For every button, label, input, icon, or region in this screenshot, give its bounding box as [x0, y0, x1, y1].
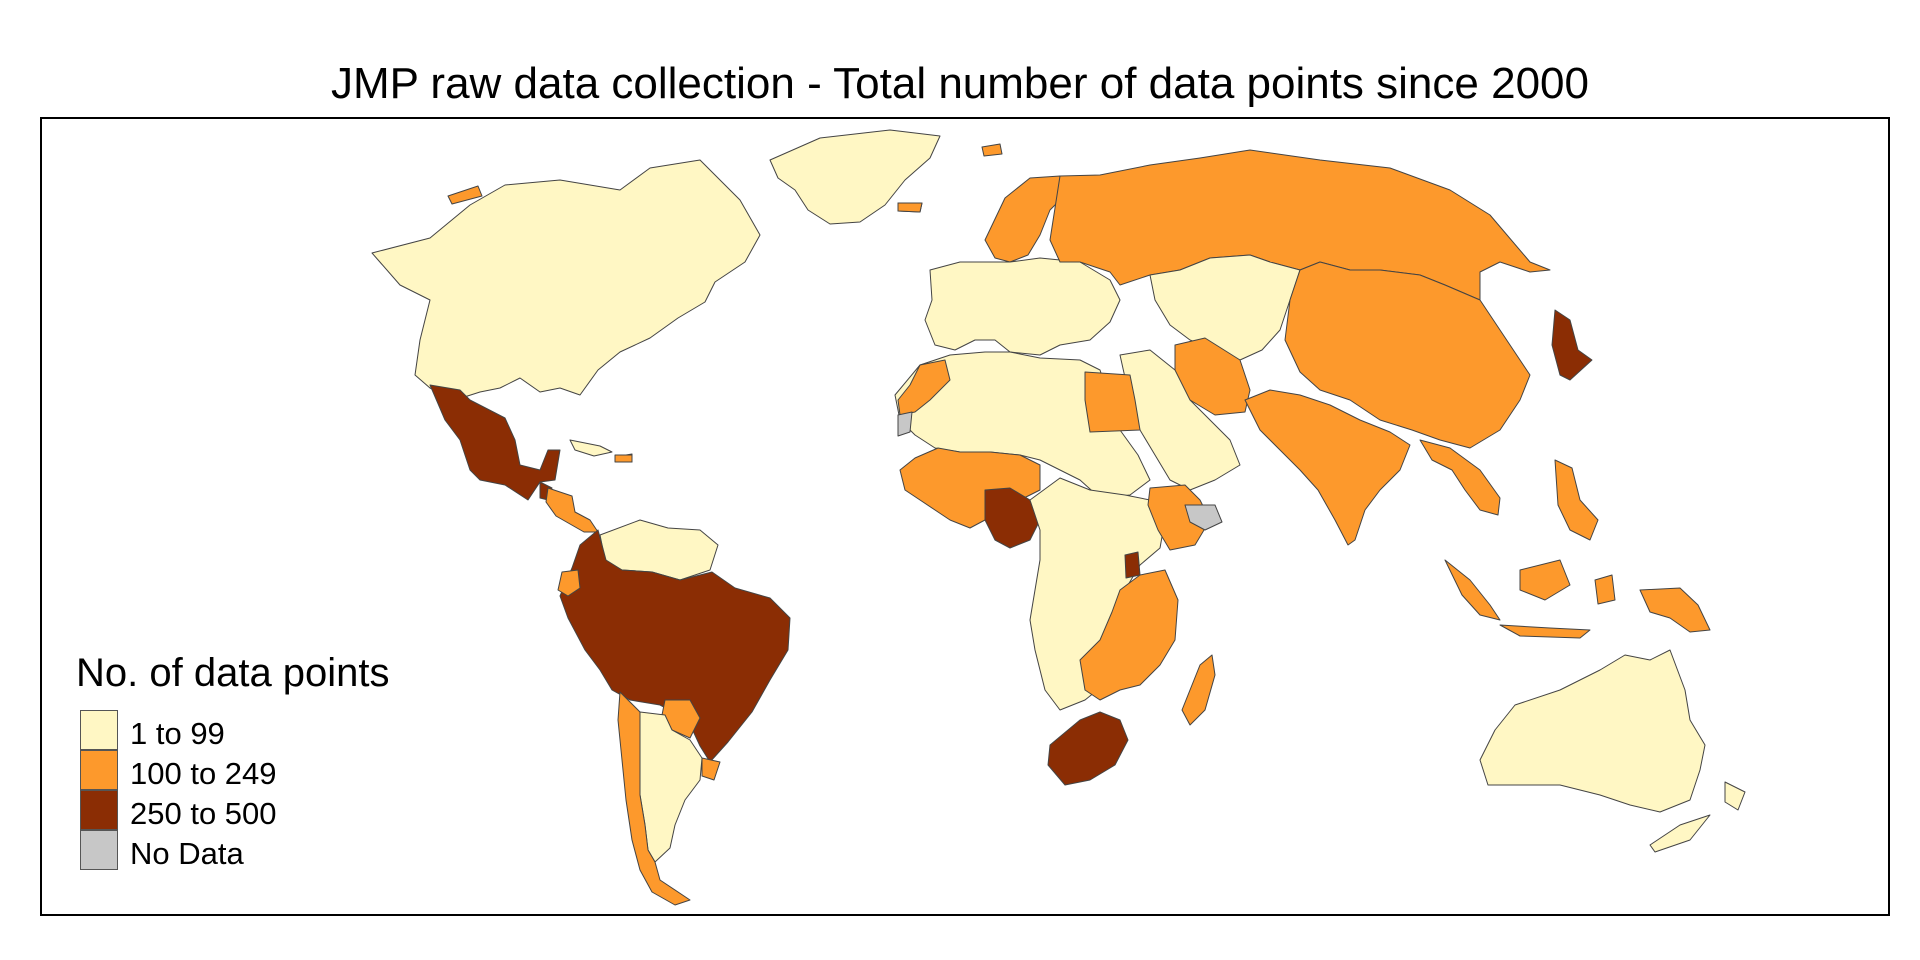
legend-label: 1 to 99 [130, 716, 225, 751]
region-indonesia [1444, 559, 1616, 639]
legend-label: 100 to 249 [130, 756, 277, 791]
region-south-africa [1047, 711, 1129, 786]
legend-label: No Data [130, 836, 244, 871]
region-new-zealand [1649, 781, 1746, 853]
region-nigeria [984, 487, 1041, 549]
region-chile [617, 691, 691, 906]
legend-title: No. of data points [76, 651, 390, 695]
region-middle-east [1119, 349, 1241, 491]
region-southeast-asia [1419, 439, 1501, 516]
region-uruguay [701, 757, 721, 781]
legend-label: 250 to 500 [130, 796, 277, 831]
region-south-asia [1244, 389, 1411, 546]
region-east-southern-africa [1079, 569, 1179, 701]
region-japan [1551, 309, 1593, 381]
region-europe [924, 257, 1121, 356]
region-ecuador [557, 569, 581, 597]
region-argentina [639, 711, 703, 863]
region-canada-usa [371, 159, 761, 401]
legend-item-no-data: No Data [76, 830, 390, 871]
region-brazil-andes [559, 529, 791, 763]
region-philippines [1554, 459, 1599, 541]
region-somalia [1184, 504, 1223, 531]
region-uganda [1124, 551, 1141, 579]
region-iceland [897, 202, 923, 213]
legend-item-100-to-249: 100 to 249 [76, 750, 390, 791]
region-china-mongolia [1284, 261, 1531, 449]
region-morocco [897, 359, 951, 416]
region-papua-new-guinea [1639, 587, 1711, 633]
region-egypt [1084, 371, 1141, 433]
legend-swatch [80, 750, 118, 790]
map-frame [40, 117, 1890, 916]
map-title: JMP raw data collection - Total number o… [331, 59, 1589, 108]
region-mexico [429, 384, 561, 501]
region-dominican-republic [614, 454, 633, 463]
legend-swatch [80, 790, 118, 830]
legend-item-1-to-99: 1 to 99 [76, 710, 390, 751]
region-madagascar [1181, 654, 1216, 726]
region-australia [1479, 649, 1706, 813]
region-greenland [769, 129, 941, 225]
legend-swatch [80, 830, 118, 870]
region-western-sahara [897, 411, 913, 437]
region-ethiopia [1147, 484, 1211, 551]
legend: No. of data points 1 to 99 100 to 249 25… [76, 650, 390, 871]
legend-item-250-to-500: 250 to 500 [76, 790, 390, 831]
region-scandinavia [984, 175, 1071, 263]
region-kazakhstan-central-asia [1149, 254, 1301, 361]
legend-swatch [80, 710, 118, 750]
region-central-america [545, 487, 599, 533]
